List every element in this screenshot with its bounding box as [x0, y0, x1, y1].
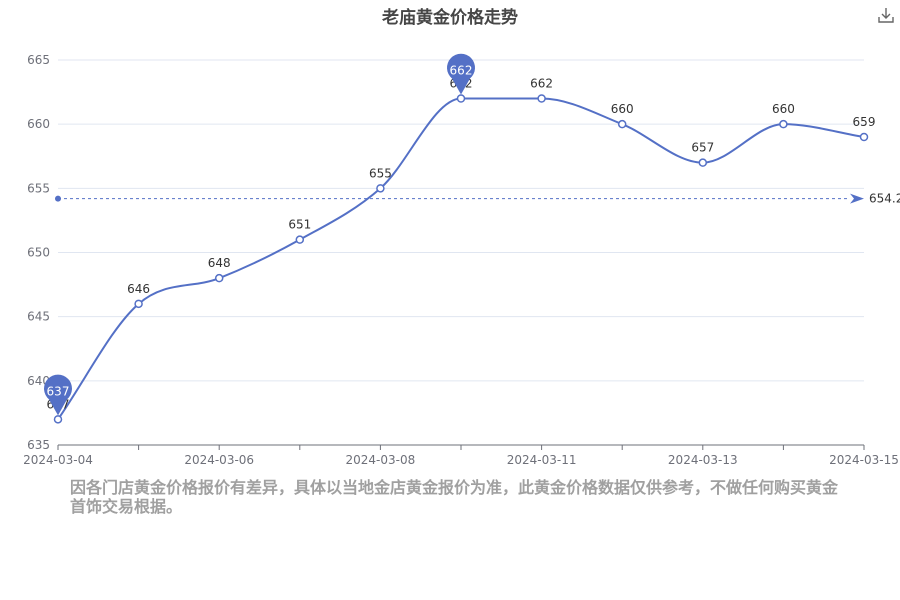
data-point	[53, 415, 63, 424]
x-tick-label: 2024-03-15	[829, 453, 899, 467]
y-tick-label: 655	[27, 181, 50, 195]
disclaimer-text: 因各门店黄金价格报价有差异，具体以当地金店黄金报价为准，此黄金价格数据仅供参考，…	[70, 478, 839, 516]
data-point	[779, 119, 788, 129]
data-label: 655	[369, 166, 392, 180]
data-label: 660	[611, 102, 634, 116]
x-tick-label: 2024-03-13	[668, 453, 738, 467]
y-tick-label: 645	[27, 310, 50, 324]
data-label: 659	[853, 115, 876, 129]
x-tick-label: 2024-03-06	[184, 453, 254, 467]
data-point	[295, 235, 305, 244]
data-label: 651	[288, 218, 311, 232]
average-start-dot	[55, 195, 61, 202]
y-tick-label: 665	[27, 53, 50, 67]
y-axis: 635 640 645 650 655 660 665	[27, 53, 50, 452]
max-marker-label: 662	[450, 64, 473, 78]
grid-lines	[58, 59, 864, 382]
y-tick-label: 635	[27, 438, 50, 452]
download-icon[interactable]	[877, 6, 895, 24]
data-point	[859, 132, 869, 142]
average-line: 654.2	[55, 192, 900, 206]
y-tick-label: 640	[27, 374, 50, 388]
average-arrow	[850, 193, 864, 204]
data-point	[456, 94, 466, 103]
data-point	[537, 94, 546, 103]
x-tick-label: 2024-03-11	[507, 453, 577, 467]
data-point	[134, 299, 143, 309]
data-point	[617, 119, 627, 129]
min-marker-label: 637	[47, 384, 70, 398]
data-label: 662	[530, 77, 553, 91]
data-point	[698, 158, 708, 167]
series-line	[57, 97, 865, 420]
x-axis: 2024-03-04 2024-03-06 2024-03-08 2024-03-11…	[23, 444, 899, 467]
y-tick-label: 660	[27, 117, 50, 131]
x-tick-label: 2024-03-08	[346, 453, 416, 467]
data-point	[214, 273, 224, 283]
price-series: 637646648651655662662660657660659	[47, 77, 876, 424]
data-label: 648	[208, 256, 231, 270]
y-tick-label: 650	[27, 246, 50, 260]
data-label: 646	[127, 282, 150, 296]
min-marker-pin	[44, 374, 73, 416]
average-value-label: 654.2	[869, 192, 900, 206]
max-marker-pin	[447, 53, 475, 95]
extreme-markers: 662 637	[44, 53, 475, 416]
data-point	[376, 184, 385, 193]
data-label: 660	[772, 102, 795, 116]
chart-title: 老庙黄金价格走势	[382, 8, 518, 28]
data-label: 657	[691, 141, 714, 155]
x-tick-label: 2024-03-04	[23, 453, 93, 467]
